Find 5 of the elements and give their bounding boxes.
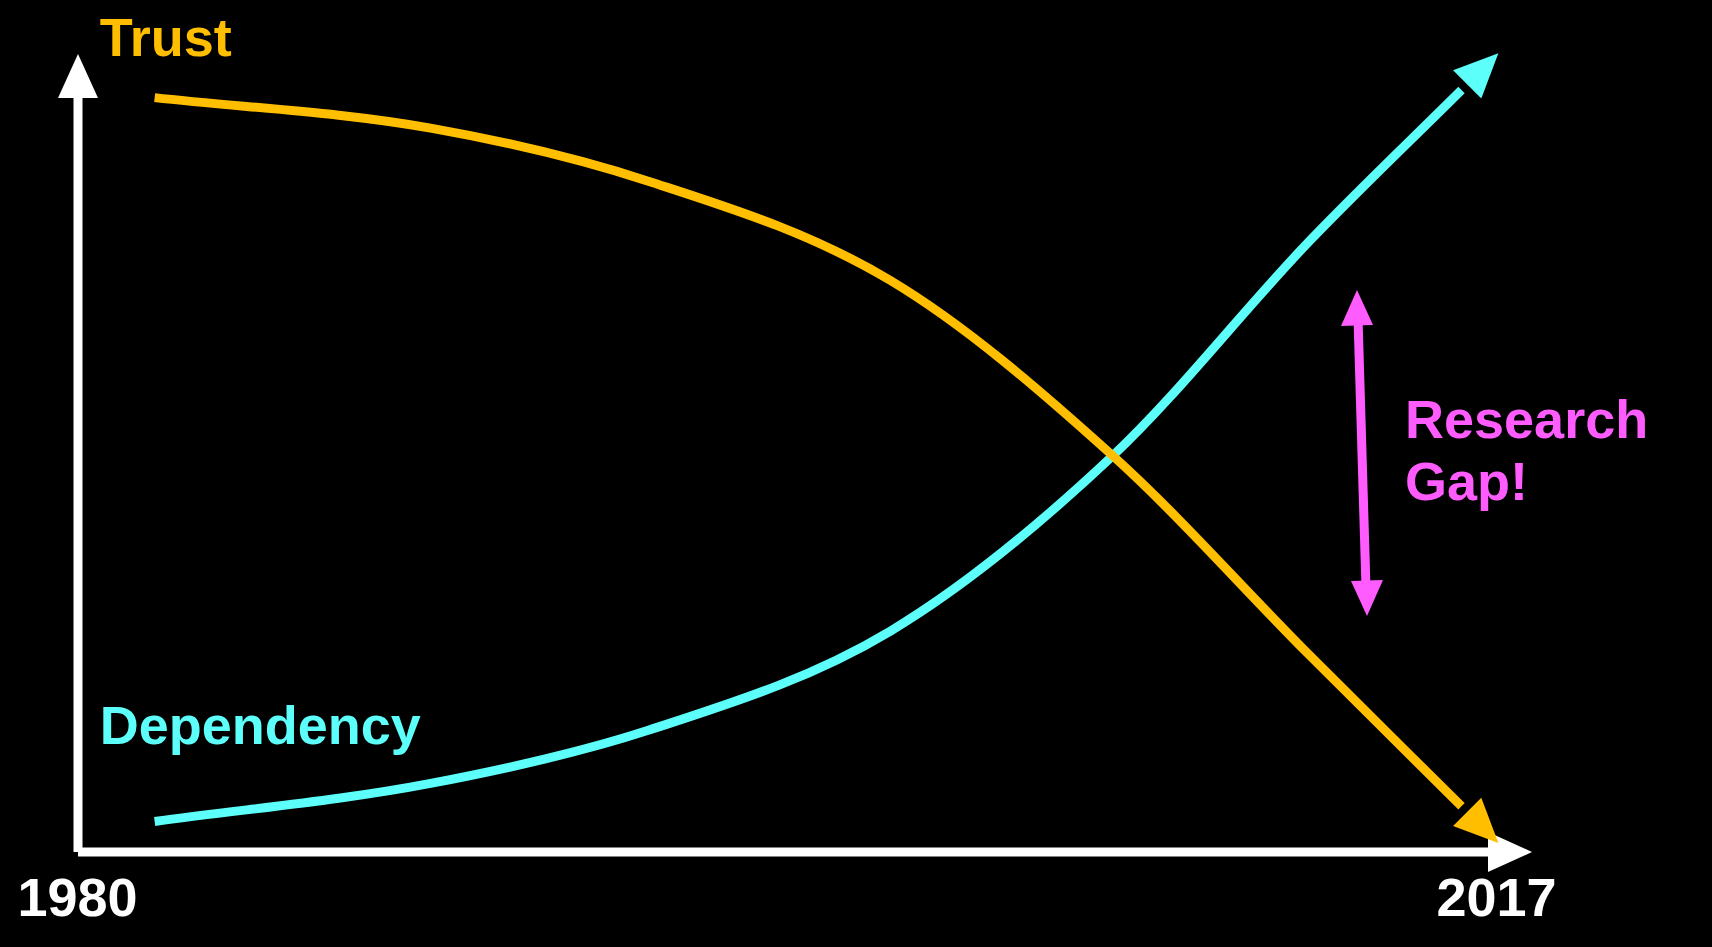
series-label: Trust bbox=[99, 6, 232, 67]
x-tick-label: 2017 bbox=[1436, 866, 1557, 927]
series-label: Dependency bbox=[99, 695, 421, 756]
x-tick-label: 1980 bbox=[17, 866, 138, 927]
annotation: Research Gap! bbox=[1405, 388, 1650, 512]
